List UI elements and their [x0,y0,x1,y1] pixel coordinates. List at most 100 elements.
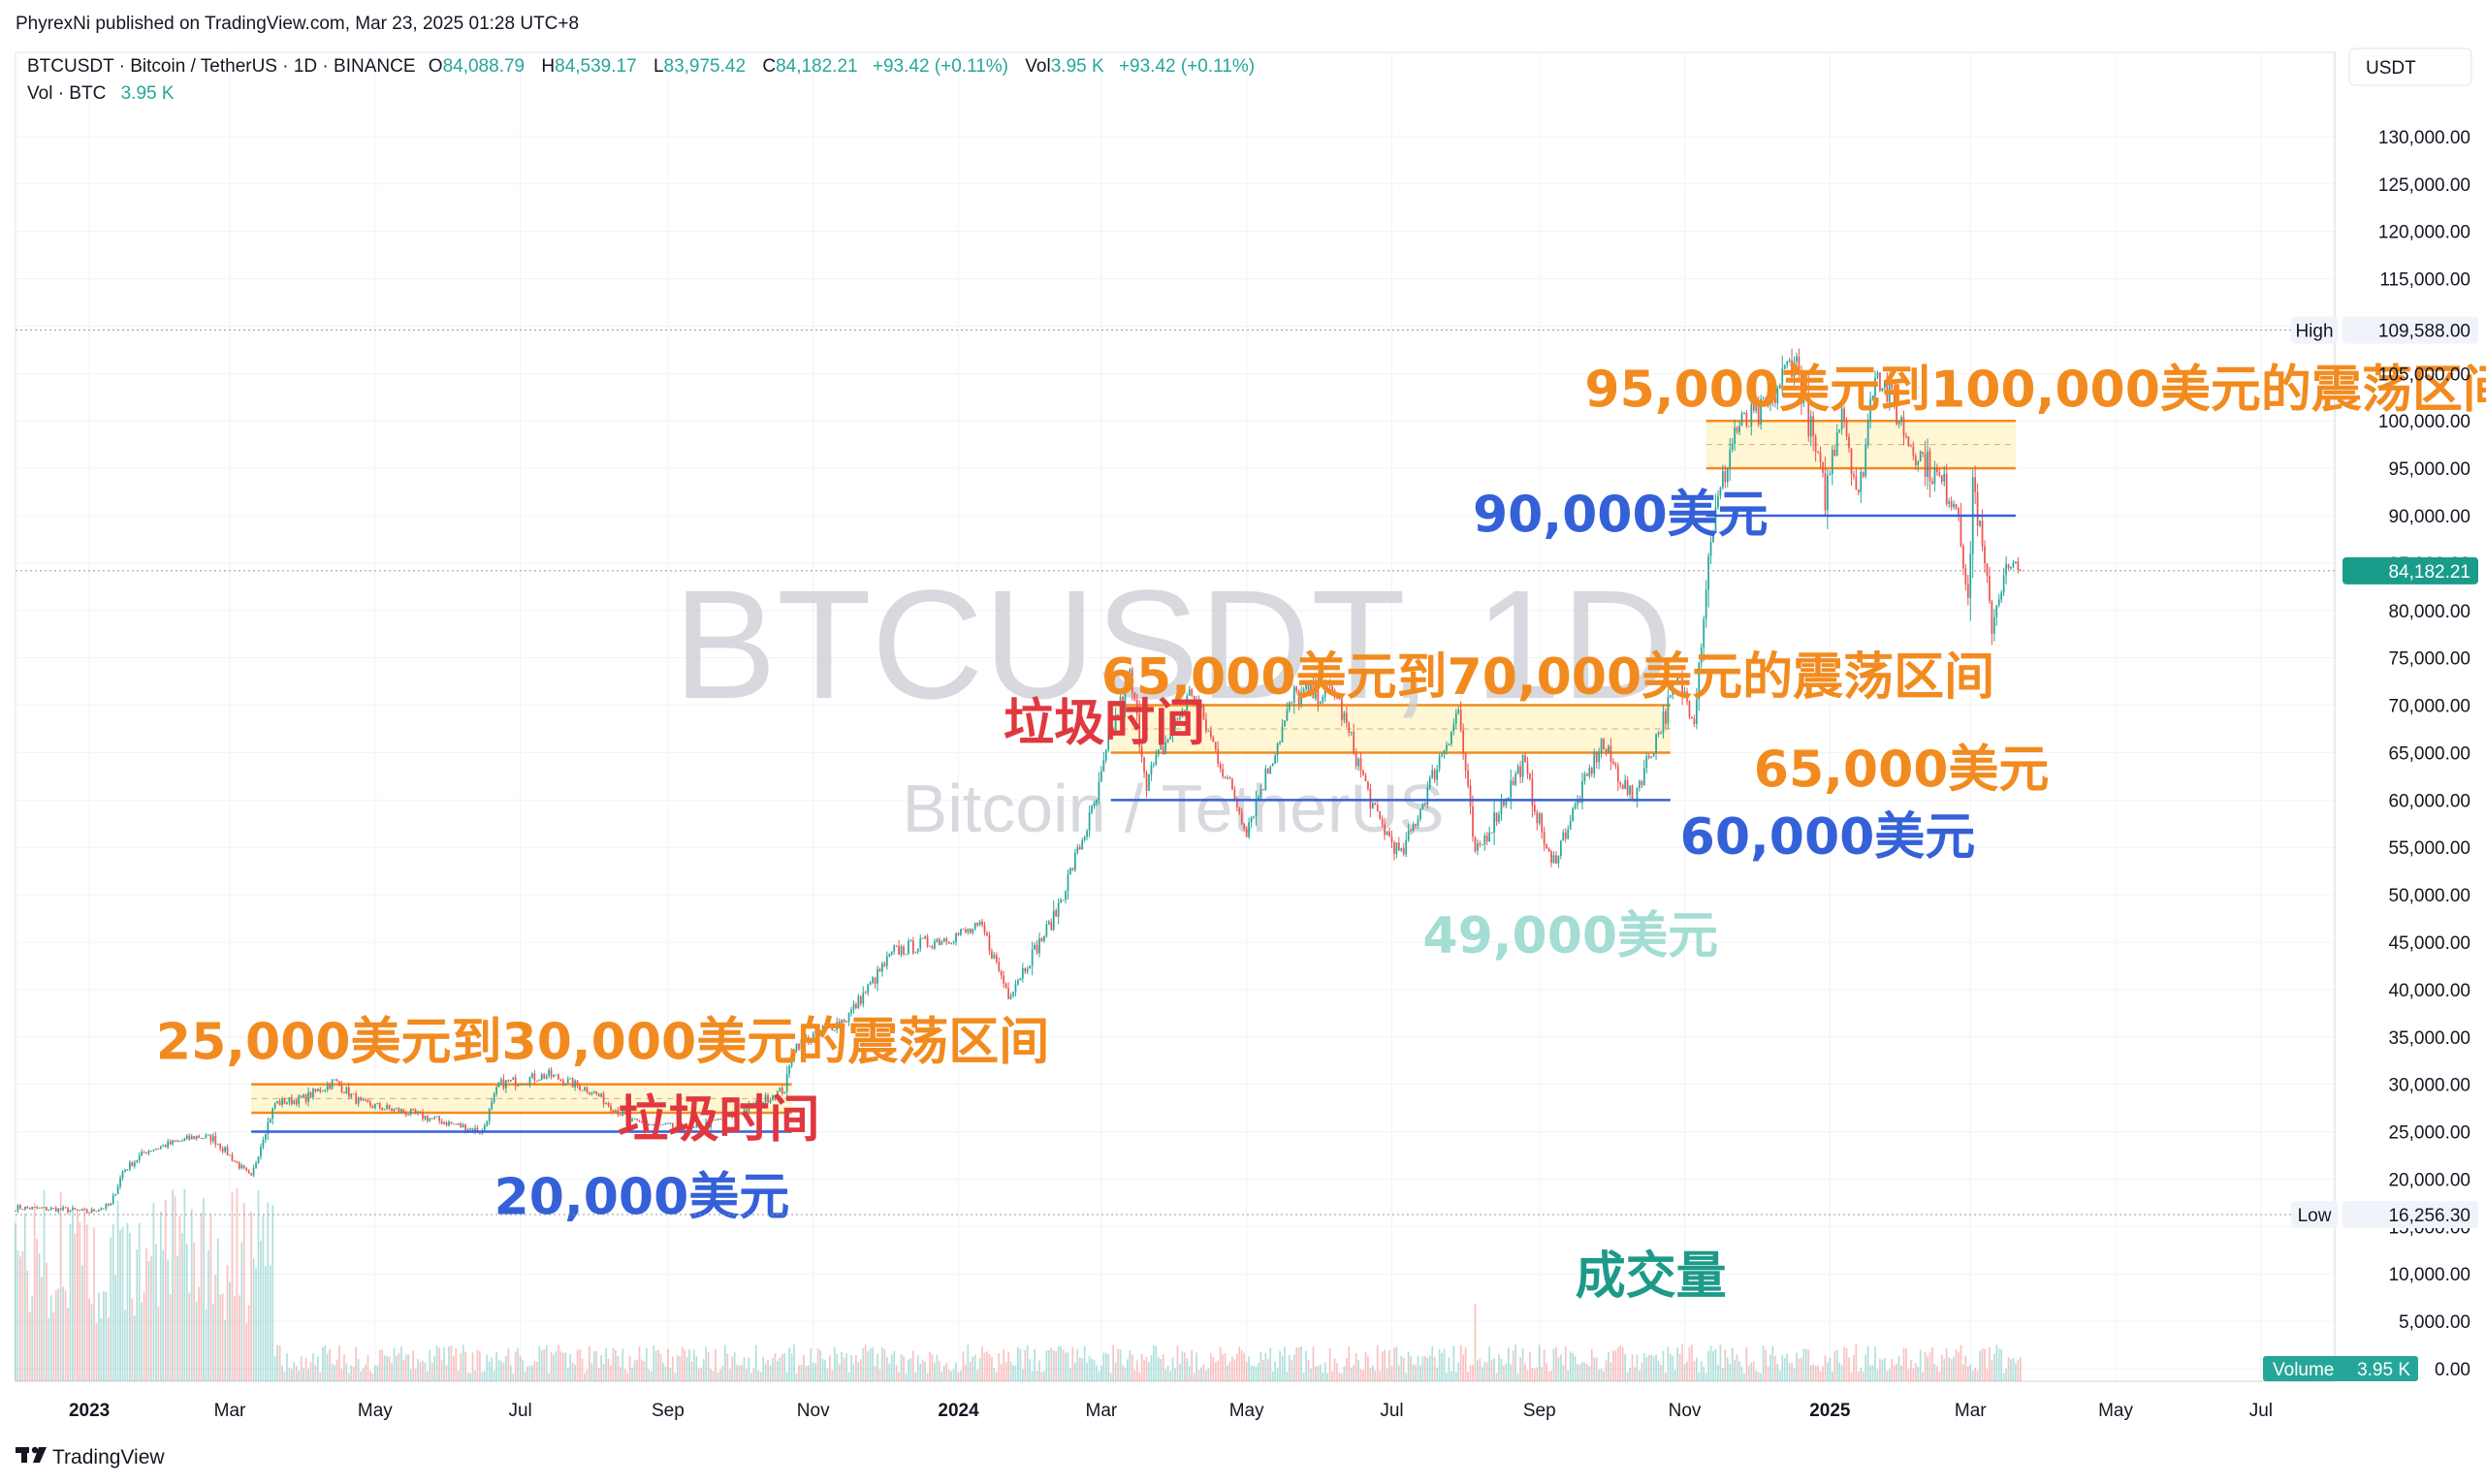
volume-bar [793,1344,795,1381]
candle-body [1650,756,1653,758]
volume-bar [69,1223,72,1381]
volume-bar [1783,1357,1786,1381]
candle-body [219,1144,222,1149]
volume-bar [57,1288,60,1381]
price-axis[interactable]: 130,000.00125,000.00120,000.00115,000.00… [2378,128,2470,1380]
volume-bar [360,1372,362,1381]
candle-body [1240,812,1243,824]
candle-body [1886,380,1889,402]
candle-body [435,1116,438,1118]
candle-body [1131,669,1133,693]
volume-bar [1217,1360,1220,1381]
tradingview-logo[interactable]: TradingView [16,1446,165,1468]
candle-body [1598,752,1601,763]
candle-body [1883,380,1886,389]
candle-body [654,1122,657,1125]
candle-body [1477,843,1479,851]
candle-body [867,984,870,994]
volume-bar [271,1205,274,1381]
candle-body [1212,737,1215,742]
candle-body [1802,396,1805,404]
volume-bar [203,1197,205,1381]
candle-body [386,1104,388,1110]
volume-bar [1138,1372,1141,1381]
candle-body [319,1089,322,1092]
candle-body [965,930,967,932]
candle-body [1155,754,1158,765]
volume-bar [407,1354,410,1381]
candle-body [247,1170,250,1174]
candle-body [57,1208,60,1213]
volume-bar [991,1356,993,1381]
candle-body [1348,723,1351,733]
candle-body [1608,745,1610,753]
volume-bar [2000,1348,2003,1381]
candle-body [1017,980,1019,985]
volume-bar [1981,1348,1984,1381]
candle-body [1107,734,1110,750]
volume-bar [250,1212,252,1381]
candle-body [1788,360,1791,363]
volume-bar [1065,1352,1067,1381]
volume-bar [1693,1361,1696,1381]
candle-body [700,1124,703,1129]
candle-body [457,1122,460,1125]
candle-body [252,1167,255,1176]
watermark-name: Bitcoin / TetherUS [903,771,1445,846]
candle-body [1812,416,1815,437]
currency-label[interactable]: USDT [2366,58,2416,79]
volume-bar [185,1243,188,1381]
legend-symbol[interactable]: BTCUSDT · Bitcoin / TetherUS · 1D · BINA… [27,56,416,77]
candle-body [648,1123,651,1125]
candle-body [1450,731,1452,744]
candle-body [1791,360,1793,377]
volume-bar [98,1292,100,1381]
candle-body [995,955,998,963]
volume-bar [659,1353,662,1381]
volume-bar [347,1373,350,1381]
time-axis[interactable]: 2023 Mar May Jul Sep Nov 2024 Mar May Jul Sep Nov 20… [69,1401,2273,1421]
candle-body [1205,719,1207,732]
volume-bar [669,1367,672,1381]
volume-bar [2015,1363,2017,1381]
candle-body [1700,647,1703,663]
volume-bar [1752,1361,1755,1381]
volume-bar [543,1348,546,1381]
candle-body [245,1168,248,1171]
volume-bar [1071,1347,1074,1381]
volume-pane-label[interactable]: Vol · BTC [27,83,106,104]
candle-body [188,1135,191,1140]
volume-bar [1655,1354,1657,1381]
price-tick-label: 60,000.00 [2388,791,2470,811]
candle-body [1922,452,1924,455]
volume-bar [654,1350,657,1381]
candle-body [1974,477,1977,492]
candle-body [800,1038,803,1050]
candle-body [1881,388,1884,392]
volume-bar [164,1199,167,1381]
candle-body [72,1208,74,1211]
volume-bar [1348,1345,1351,1381]
volume-bar [1719,1344,1722,1381]
candle-body [391,1108,393,1111]
candle-body [1469,785,1472,806]
candle-body [1919,452,1922,462]
volume-bar [1169,1371,1171,1381]
volume-bar [1559,1354,1562,1381]
candle-body [1909,446,1912,448]
volume-bar [1450,1371,1452,1381]
volume-bar [1700,1361,1703,1381]
volume-bar [1067,1351,1069,1381]
candle-body [1160,745,1163,750]
candle-body [1300,691,1303,705]
volume-bar [16,1249,19,1381]
candle-body [1179,717,1181,719]
candle-body [95,1211,98,1213]
volume-bar [1245,1362,1248,1381]
candle-body [1245,829,1248,837]
candle-body [1610,745,1612,762]
volume-bar [1488,1346,1491,1381]
currency-button[interactable]: USDT [2348,47,2472,86]
price-tick-label: 55,000.00 [2388,838,2470,859]
volume-bar [1231,1356,1233,1381]
